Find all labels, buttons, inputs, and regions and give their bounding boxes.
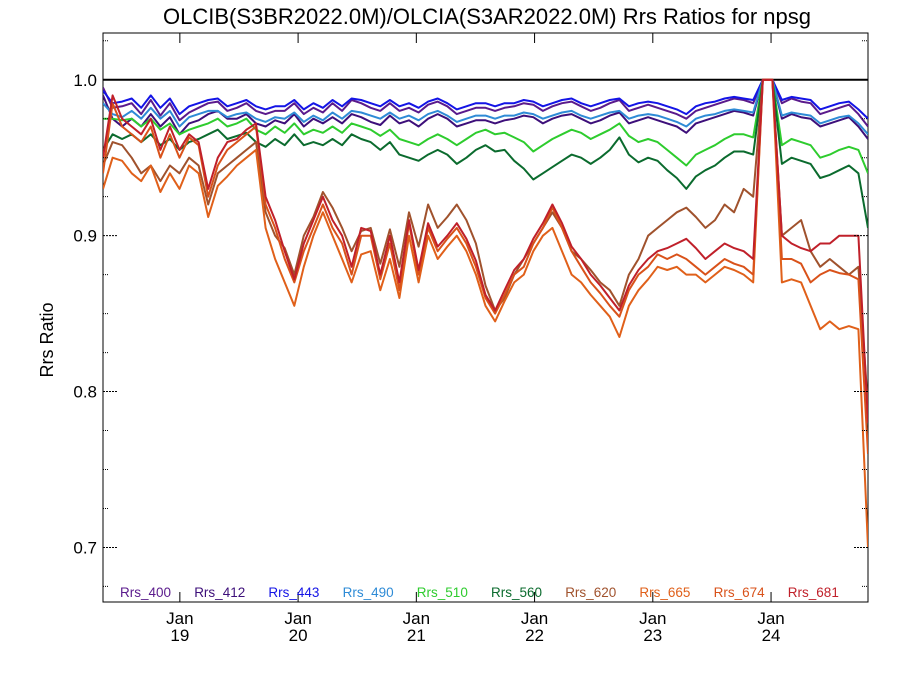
x-tick-label-month: Jan <box>521 609 548 628</box>
x-tick-label-day: 22 <box>525 626 544 645</box>
x-tick-label-month: Jan <box>166 609 193 628</box>
x-tick-label-month: Jan <box>639 609 666 628</box>
x-tick-label-month: Jan <box>403 609 430 628</box>
x-tick-label-month: Jan <box>284 609 311 628</box>
series-line-rrs-560 <box>103 78 868 229</box>
legend-entry-rrs-560: Rrs_560 <box>491 585 542 600</box>
y-tick-label: 0.8 <box>73 383 97 402</box>
series-line-rrs-681 <box>103 78 868 423</box>
x-tick-label-day: 20 <box>289 626 308 645</box>
axes: 0.70.80.91.0Jan19Jan20Jan21Jan22Jan23Jan… <box>73 33 868 645</box>
y-tick-label: 1.0 <box>73 71 97 90</box>
legend-entry-rrs-443: Rrs_443 <box>268 585 319 600</box>
series-line-rrs-443 <box>103 78 868 120</box>
series-line-rrs-674 <box>103 78 868 454</box>
series-line-rrs-620 <box>103 78 868 408</box>
legend-entry-rrs-412: Rrs_412 <box>194 585 245 600</box>
x-tick-label-day: 21 <box>407 626 426 645</box>
legend-entry-rrs-665: Rrs_665 <box>639 585 690 600</box>
legend-entry-rrs-681: Rrs_681 <box>788 585 839 600</box>
y-tick-label: 0.9 <box>73 227 97 246</box>
series-line-rrs-412 <box>103 78 868 140</box>
x-tick-label-day: 19 <box>170 626 189 645</box>
y-tick-label: 0.7 <box>73 538 97 557</box>
x-tick-label-month: Jan <box>757 609 784 628</box>
plot-area <box>102 32 869 603</box>
legend-entry-rrs-490: Rrs_490 <box>343 585 394 600</box>
x-tick-label-day: 23 <box>643 626 662 645</box>
plot-frame <box>102 32 869 603</box>
legend-entry-rrs-510: Rrs_510 <box>417 585 468 600</box>
series-layer <box>103 78 868 548</box>
legend-entry-rrs-400: Rrs_400 <box>120 585 171 600</box>
y-axis-label: Rrs Ratio <box>37 302 57 377</box>
series-line-rrs-490 <box>103 78 868 135</box>
series-line-rrs-510 <box>103 78 868 174</box>
series-line-rrs-665 <box>103 78 868 548</box>
legend-entry-rrs-674: Rrs_674 <box>714 585 766 600</box>
legend-entry-rrs-620: Rrs_620 <box>565 585 616 600</box>
series-line-rrs-400 <box>103 78 868 128</box>
x-tick-label-day: 24 <box>762 626 781 645</box>
chart-title: OLCIB(S3BR2022.0M)/OLCIA(S3AR2022.0M) Rr… <box>163 4 811 29</box>
legend: Rrs_400 Rrs_412 Rrs_443 Rrs_490 Rrs_510 Rrs_5… <box>120 585 839 600</box>
